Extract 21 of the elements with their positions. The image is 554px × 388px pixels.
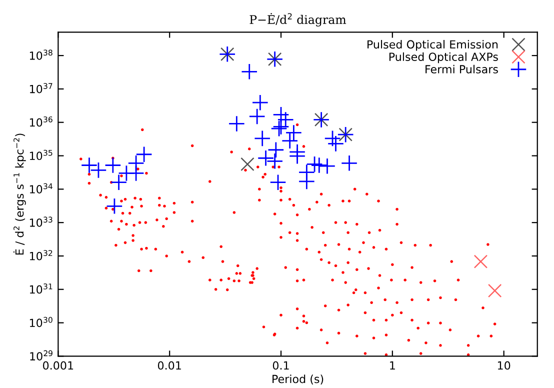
- y-tick-label: 10$^{33}$: [30, 216, 52, 227]
- y-tick-label: 10$^{36}$: [30, 116, 52, 127]
- y-tick-label: 10$^{37}$: [30, 83, 52, 94]
- x-tick-label: 0.001: [43, 361, 74, 370]
- y-tick-label: 10$^{35}$: [30, 150, 52, 160]
- y-tick-label: 10$^{30}$: [30, 316, 52, 328]
- y-tick-label: 10$^{34}$: [30, 183, 52, 194]
- legend-label: Pulsed Optical AXPs: [389, 52, 498, 64]
- x-tick-label: 10: [498, 361, 510, 370]
- y-tick-label: 10$^{32}$: [30, 250, 52, 260]
- x-axis-title: Period (s): [272, 374, 324, 384]
- y-axis-title: Ė / d$^{2}$ (ergs s$^{−1}$ kpc$^{−2}$): [13, 134, 26, 255]
- x-tick-label: 0.1: [272, 361, 289, 370]
- x-tick-label: 0.01: [158, 361, 181, 370]
- chart-title: P−Ė/d$^{2}$ diagram: [250, 13, 346, 26]
- y-tick-label: 10$^{29}$: [30, 350, 52, 360]
- y-tick-label: 10$^{38}$: [30, 50, 52, 60]
- x-tick-label: 1: [390, 361, 395, 370]
- legend-label: Pulsed Optical Emission: [368, 40, 498, 51]
- y-tick-label: 10$^{31}$: [30, 283, 52, 294]
- legend-label: Fermi Pulsars: [426, 64, 498, 74]
